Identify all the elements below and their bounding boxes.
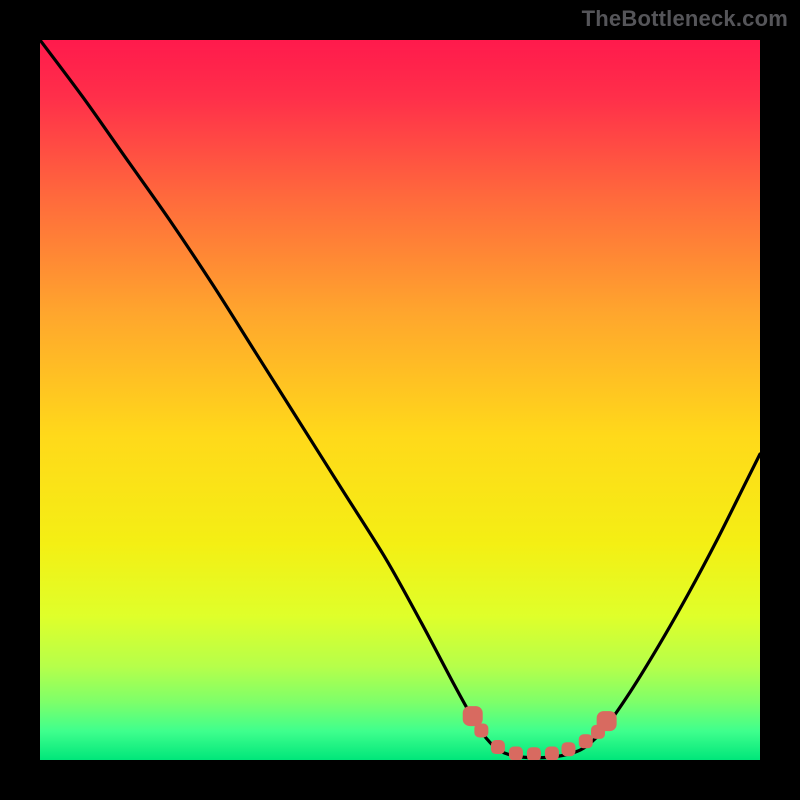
valley-marker <box>463 706 483 726</box>
watermark-text: TheBottleneck.com <box>582 6 788 32</box>
curve-path <box>40 40 760 758</box>
valley-marker <box>527 747 541 760</box>
valley-marker <box>509 747 523 760</box>
valley-marker <box>597 711 617 731</box>
valley-markers <box>463 706 617 760</box>
plot-area <box>40 40 760 760</box>
valley-marker <box>561 742 575 756</box>
bottleneck-curve <box>40 40 760 760</box>
valley-marker <box>545 747 559 760</box>
valley-marker <box>491 740 505 754</box>
valley-marker <box>579 734 593 748</box>
